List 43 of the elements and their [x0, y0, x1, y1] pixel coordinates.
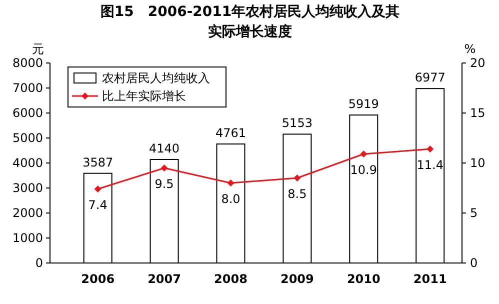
- point: [426, 146, 434, 152]
- point: [360, 150, 368, 158]
- y2-tick-label: 15: [470, 106, 486, 120]
- y-tick-label: 8000: [12, 56, 43, 70]
- y-axis-title: 元: [32, 42, 44, 56]
- point: [294, 174, 301, 182]
- y2-tick-label: 20: [470, 56, 486, 70]
- data-label: 3587: [82, 155, 114, 170]
- x-tick-label: 2009: [280, 272, 314, 286]
- y-tick-label: 1000: [12, 231, 43, 245]
- chart-title: 图15 2006-2011年农村居民人均纯收入及其实际增长速度: [100, 3, 400, 42]
- y-tick-label: 7000: [12, 81, 43, 95]
- point: [227, 180, 234, 186]
- point: [94, 186, 102, 192]
- y2-tick-label: 0: [470, 256, 478, 270]
- data-label: 5919: [348, 97, 379, 112]
- x-tick-label: 2006: [81, 272, 115, 286]
- x-tick-label: 2010: [346, 272, 380, 286]
- data-label: 8.5: [288, 187, 307, 201]
- x-tick-label: 2011: [413, 272, 447, 286]
- data-label: 11.4: [416, 158, 444, 172]
- data-label: 4140: [149, 142, 180, 156]
- data-label: 10.9: [350, 163, 378, 177]
- y-tick-label: 4000: [12, 156, 43, 170]
- y-tick-label: 6000: [12, 106, 43, 120]
- point: [160, 164, 168, 172]
- y2-tick-label: 5: [470, 206, 478, 220]
- data-label: 4761: [215, 126, 246, 140]
- legend-label: 农村居民人均纯收入: [102, 71, 210, 85]
- data-label: 5153: [282, 116, 312, 130]
- data-label: 8.0: [221, 192, 240, 206]
- x-tick-label: 2008: [214, 272, 248, 286]
- data-label: 9.5: [154, 177, 174, 191]
- y2-tick-label: 10: [470, 156, 486, 170]
- y-tick-label: 2000: [12, 206, 43, 220]
- x-tick-label: 2007: [148, 272, 181, 286]
- y-tick-label: 5000: [12, 131, 43, 145]
- y-tick-label: 3000: [12, 181, 43, 195]
- data-label: 6977: [414, 70, 446, 85]
- data-label: 7.4: [88, 198, 108, 212]
- y-tick-label: 0: [35, 256, 43, 270]
- y2-axis-title: %: [464, 42, 476, 56]
- legend-label: 比上年实际增长: [102, 89, 186, 103]
